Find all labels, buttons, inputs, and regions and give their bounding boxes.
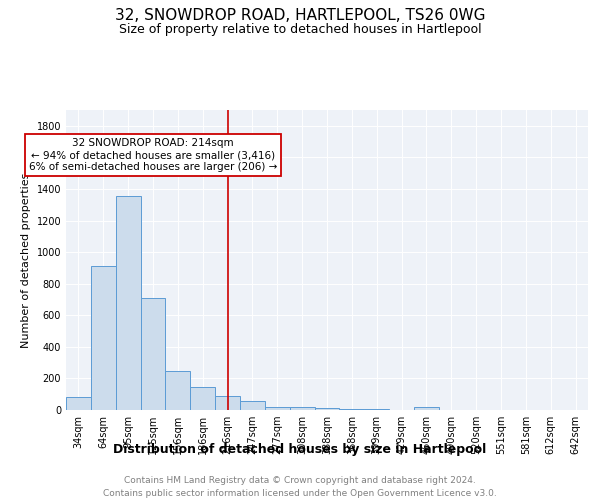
Bar	[140, 298, 166, 410]
Bar	[166, 372, 190, 410]
Text: 32, SNOWDROP ROAD, HARTLEPOOL, TS26 0WG: 32, SNOWDROP ROAD, HARTLEPOOL, TS26 0WG	[115, 8, 485, 22]
Bar	[190, 387, 215, 410]
Bar	[215, 396, 240, 410]
Y-axis label: Number of detached properties: Number of detached properties	[21, 172, 31, 348]
Bar	[364, 409, 389, 410]
Bar	[91, 266, 116, 410]
Text: Distribution of detached houses by size in Hartlepool: Distribution of detached houses by size …	[113, 442, 487, 456]
Text: Size of property relative to detached houses in Hartlepool: Size of property relative to detached ho…	[119, 22, 481, 36]
Bar	[116, 196, 140, 410]
Bar	[340, 409, 364, 410]
Bar	[290, 407, 314, 410]
Bar	[265, 407, 290, 410]
Bar	[240, 402, 265, 410]
Bar	[66, 396, 91, 410]
Text: Contains public sector information licensed under the Open Government Licence v3: Contains public sector information licen…	[103, 489, 497, 498]
Text: 32 SNOWDROP ROAD: 214sqm
← 94% of detached houses are smaller (3,416)
6% of semi: 32 SNOWDROP ROAD: 214sqm ← 94% of detach…	[29, 138, 277, 172]
Bar	[314, 408, 340, 410]
Text: Contains HM Land Registry data © Crown copyright and database right 2024.: Contains HM Land Registry data © Crown c…	[124, 476, 476, 485]
Bar	[414, 407, 439, 410]
